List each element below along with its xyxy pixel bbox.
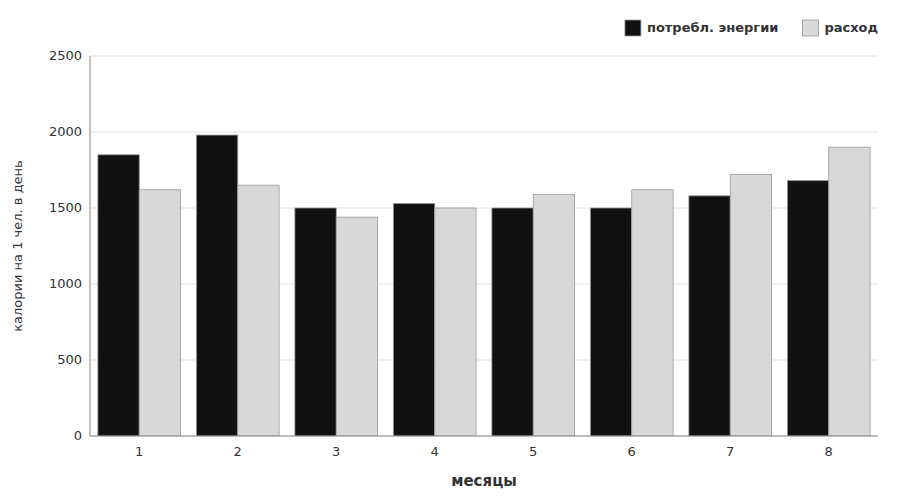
bar	[829, 147, 870, 436]
chart-svg: 0 500 1000 1500 2000 2500 1 2 3 4 5 6 7 8 месяцы калори…	[0, 0, 902, 500]
y-tick-label: 1000	[49, 276, 82, 291]
y-axis-title: калории на 1 чел. в день	[10, 160, 25, 332]
y-axis: 0 500 1000 1500 2000 2500	[49, 48, 82, 443]
bar	[196, 135, 237, 436]
legend-label: расход	[824, 20, 878, 35]
grid-line	[90, 56, 878, 57]
y-tick-label: 500	[57, 352, 82, 367]
y-axis-line	[90, 56, 91, 436]
legend-swatch	[625, 20, 641, 36]
bar	[393, 203, 434, 436]
bar	[632, 190, 673, 436]
x-axis-title: месяцы	[451, 472, 517, 490]
y-tick-label: 1500	[49, 200, 82, 215]
bar	[139, 190, 180, 436]
x-tick-label: 2	[234, 444, 242, 459]
bar	[533, 194, 574, 436]
x-tick-label: 3	[332, 444, 340, 459]
legend-item: потребл. энергии	[625, 20, 778, 37]
y-tick-label: 2500	[49, 48, 82, 63]
y-tick-label: 0	[74, 428, 82, 443]
bar	[590, 208, 631, 436]
bar	[336, 217, 377, 436]
x-axis: 1 2 3 4 5 6 7 8	[135, 444, 833, 459]
y-tick-label: 2000	[49, 124, 82, 139]
x-tick-label: 4	[431, 444, 439, 459]
legend-label: потребл. энергии	[647, 20, 778, 35]
x-axis-line	[90, 436, 878, 437]
bar	[435, 208, 476, 436]
bars	[98, 135, 870, 436]
legend-swatch	[802, 20, 818, 36]
chart-container: 0 500 1000 1500 2000 2500 1 2 3 4 5 6 7 8 месяцы калори…	[0, 0, 902, 500]
x-tick-label: 5	[529, 444, 537, 459]
x-tick-label: 7	[726, 444, 734, 459]
bar	[689, 196, 730, 436]
grid-line	[90, 436, 878, 437]
bar	[238, 185, 279, 436]
grid	[90, 56, 878, 436]
bar	[730, 175, 771, 436]
bar	[787, 181, 828, 436]
legend-item: расход	[802, 20, 878, 37]
bar	[295, 208, 336, 436]
x-tick-label: 6	[628, 444, 636, 459]
legend: потребл. энергии расход	[625, 20, 878, 37]
bar	[98, 155, 139, 436]
grid-line	[90, 132, 878, 133]
x-tick-label: 8	[825, 444, 833, 459]
bar	[492, 208, 533, 436]
x-tick-label: 1	[135, 444, 143, 459]
